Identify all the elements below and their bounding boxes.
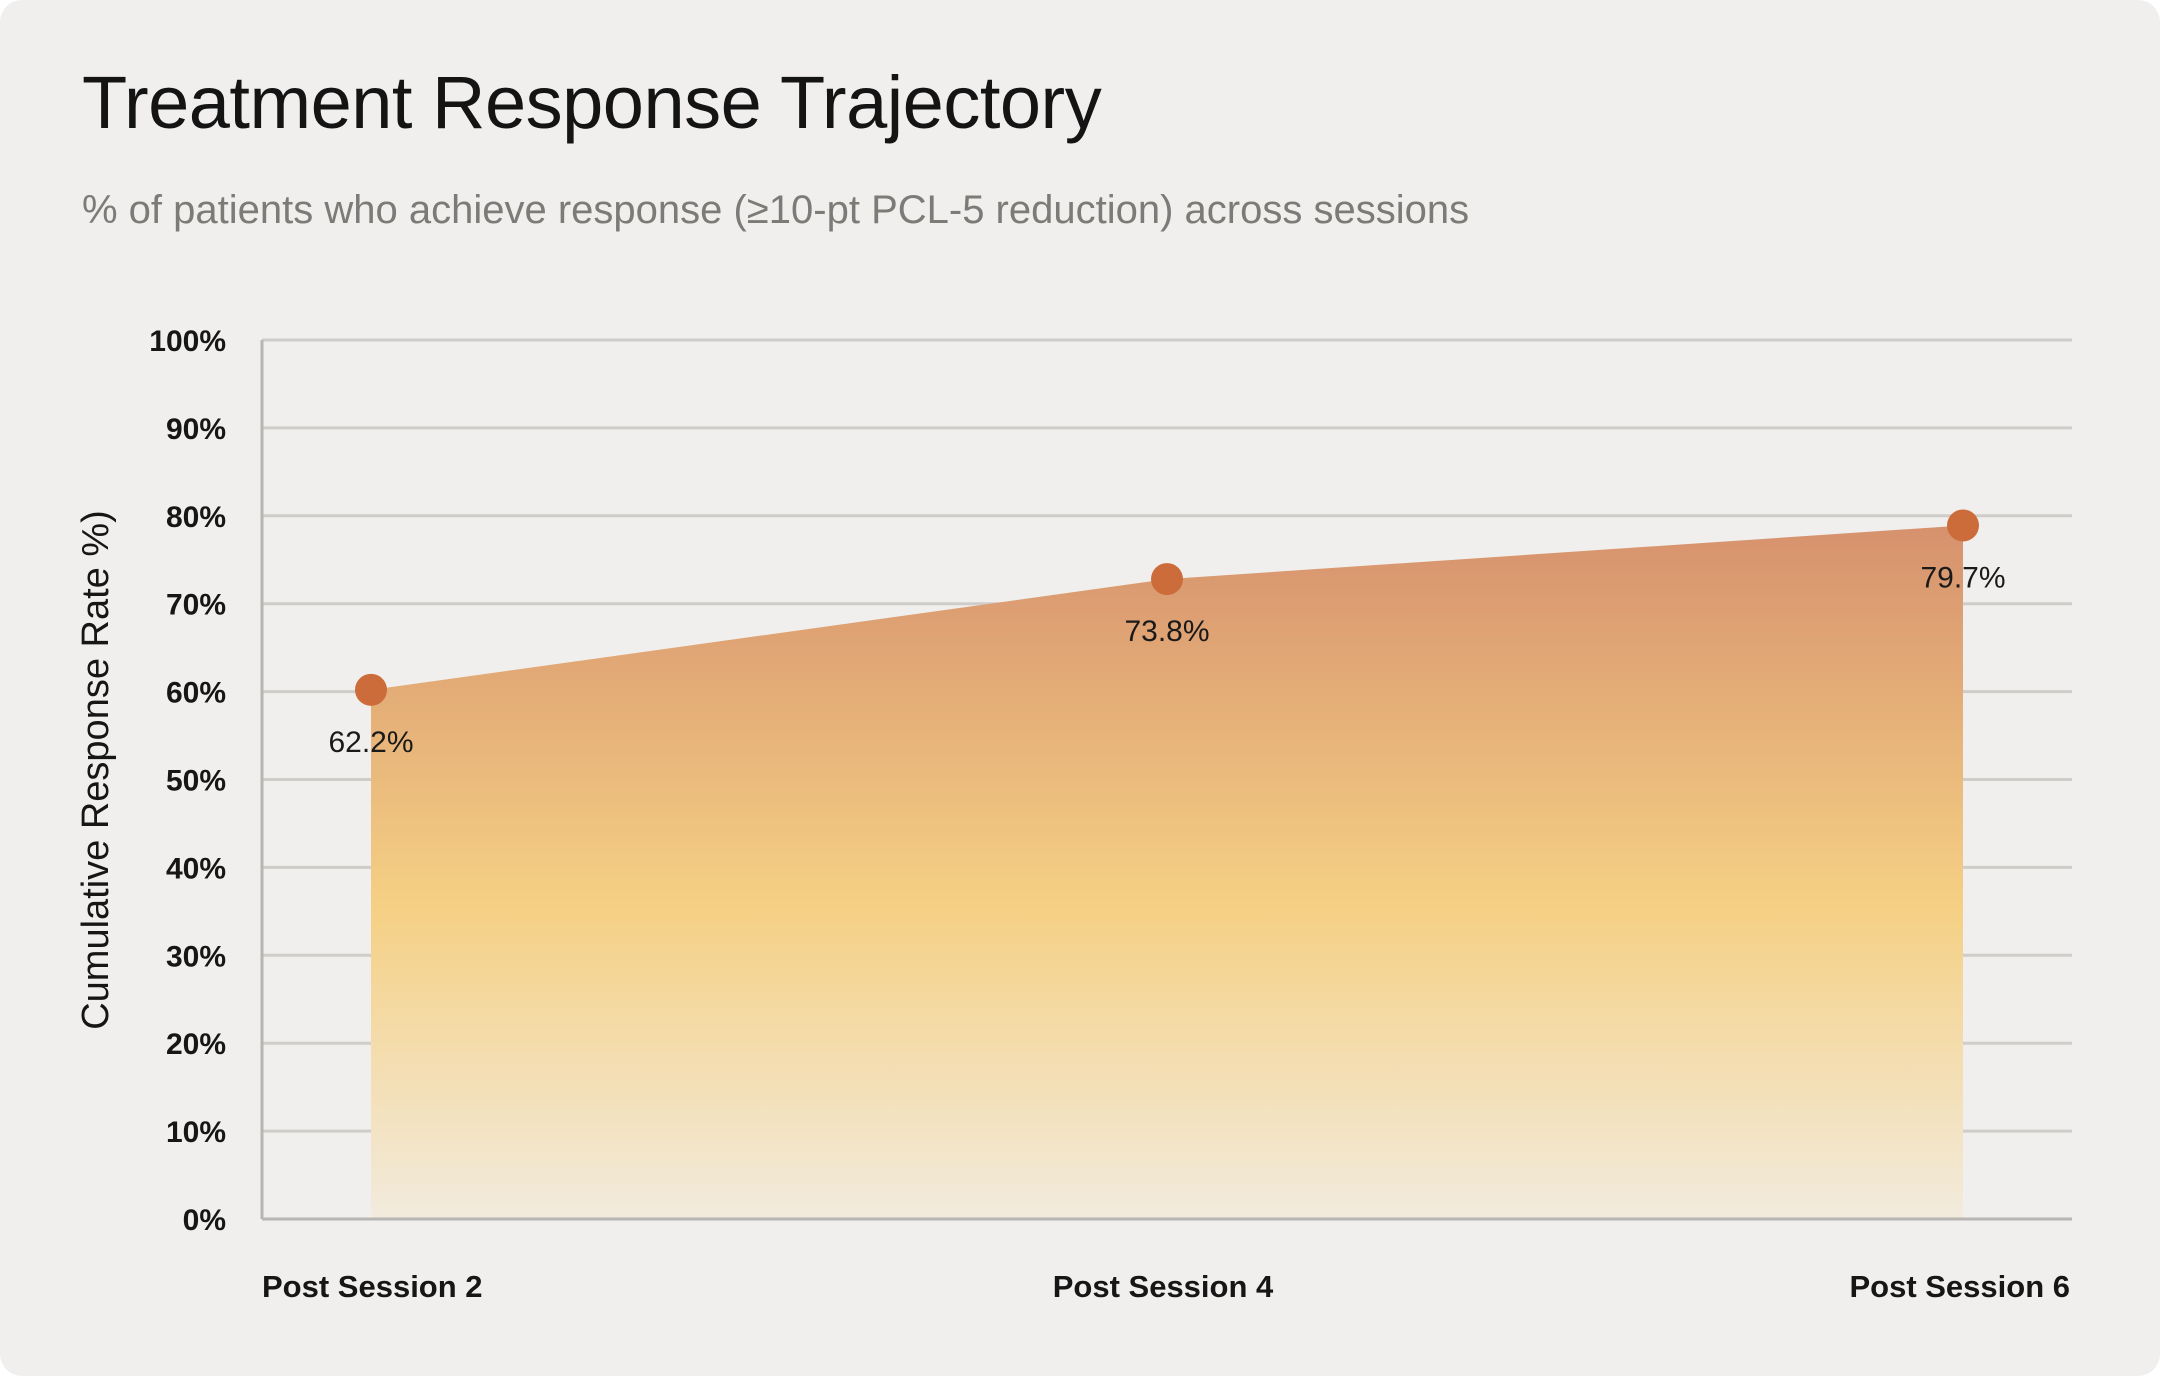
series-area-fill: [371, 525, 1963, 1219]
x-tick-label: Post Session 6: [1849, 1269, 2070, 1304]
chart-subtitle: % of patients who achieve response (≥10-…: [82, 188, 1470, 232]
x-tick-labels: Post Session 2 Post Session 4 Post Session…: [262, 1269, 2070, 1304]
data-point: [1947, 509, 1979, 542]
y-axis-label: Cumulative Response Rate %): [75, 510, 117, 1030]
chart-title: Treatment Response Trajectory: [82, 61, 1102, 144]
data-label: 79.7%: [1920, 561, 2005, 594]
axes: [260, 340, 2072, 1221]
data-label: 73.8%: [1124, 615, 1209, 648]
x-tick-label: Post Session 4: [1053, 1269, 1274, 1304]
y-tick-label: 10%: [166, 1116, 226, 1149]
data-labels: 62.2% 73.8% 79.7%: [328, 561, 2005, 758]
y-tick-label: 60%: [166, 677, 226, 710]
x-tick-label: Post Session 2: [262, 1269, 483, 1304]
y-tick-label: 20%: [166, 1028, 226, 1061]
data-point: [355, 673, 387, 706]
y-tick-label: 90%: [166, 413, 226, 446]
y-tick-label: 70%: [166, 589, 226, 622]
y-tick-label: 100%: [149, 325, 226, 358]
y-tick-label: 40%: [166, 852, 226, 885]
data-point: [1151, 563, 1183, 596]
y-tick-label: 30%: [166, 940, 226, 973]
y-tick-label: 0%: [183, 1204, 226, 1237]
data-label: 62.2%: [328, 726, 413, 759]
y-tick-label: 50%: [166, 765, 226, 798]
y-tick-label: 80%: [166, 501, 226, 534]
data-points: [355, 509, 1979, 706]
y-tick-labels: 0% 10% 20% 30% 40% 50% 60% 70% 80% 90% 100%: [149, 325, 226, 1237]
series-area: [371, 525, 1963, 1219]
